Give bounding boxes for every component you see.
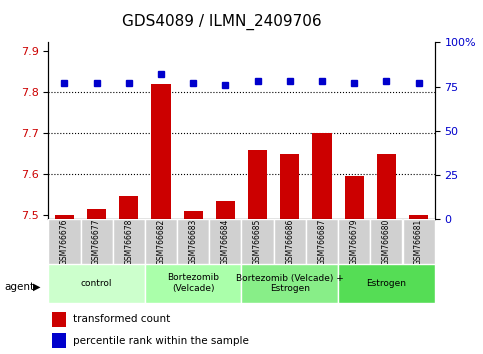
Text: GSM766685: GSM766685	[253, 218, 262, 265]
Bar	[52, 333, 66, 348]
Bar	[184, 211, 203, 219]
Text: GSM766684: GSM766684	[221, 218, 230, 265]
Bar	[242, 264, 338, 303]
Bar	[370, 219, 402, 264]
Bar	[409, 215, 428, 219]
Bar	[242, 219, 274, 264]
Text: ▶: ▶	[33, 282, 41, 292]
Bar	[338, 264, 435, 303]
Text: GSM766677: GSM766677	[92, 218, 101, 265]
Text: GSM766678: GSM766678	[124, 218, 133, 265]
Bar	[48, 264, 145, 303]
Text: GSM766687: GSM766687	[317, 218, 327, 265]
Bar	[87, 209, 106, 219]
Bar	[313, 133, 332, 219]
Bar	[177, 219, 209, 264]
Bar	[274, 219, 306, 264]
Bar	[306, 219, 338, 264]
Text: transformed count: transformed count	[73, 314, 170, 325]
Text: control: control	[81, 279, 113, 288]
Text: GSM766682: GSM766682	[156, 218, 166, 265]
Text: Estrogen: Estrogen	[367, 279, 406, 288]
Text: Bortezomib
(Velcade): Bortezomib (Velcade)	[167, 274, 219, 293]
Text: GSM766676: GSM766676	[60, 218, 69, 265]
Bar	[151, 84, 170, 219]
Bar	[145, 219, 177, 264]
Bar	[248, 149, 267, 219]
Bar	[55, 215, 74, 219]
Text: GSM766686: GSM766686	[285, 218, 294, 265]
Bar	[48, 219, 81, 264]
Bar	[81, 219, 113, 264]
Text: GSM766680: GSM766680	[382, 218, 391, 265]
Text: percentile rank within the sample: percentile rank within the sample	[73, 336, 249, 346]
Bar	[377, 154, 396, 219]
Bar	[52, 312, 66, 327]
Text: GSM766683: GSM766683	[189, 218, 198, 265]
Bar	[344, 176, 364, 219]
Text: GSM766681: GSM766681	[414, 218, 423, 265]
Bar	[209, 219, 242, 264]
Bar	[402, 219, 435, 264]
Bar	[119, 196, 139, 219]
Bar	[113, 219, 145, 264]
Bar	[280, 154, 299, 219]
Text: Bortezomib (Velcade) +
Estrogen: Bortezomib (Velcade) + Estrogen	[236, 274, 344, 293]
Bar	[338, 219, 370, 264]
Text: GSM766679: GSM766679	[350, 218, 359, 265]
Text: agent: agent	[5, 282, 35, 292]
Bar	[216, 201, 235, 219]
Text: GDS4089 / ILMN_2409706: GDS4089 / ILMN_2409706	[122, 14, 322, 30]
Bar	[145, 264, 242, 303]
